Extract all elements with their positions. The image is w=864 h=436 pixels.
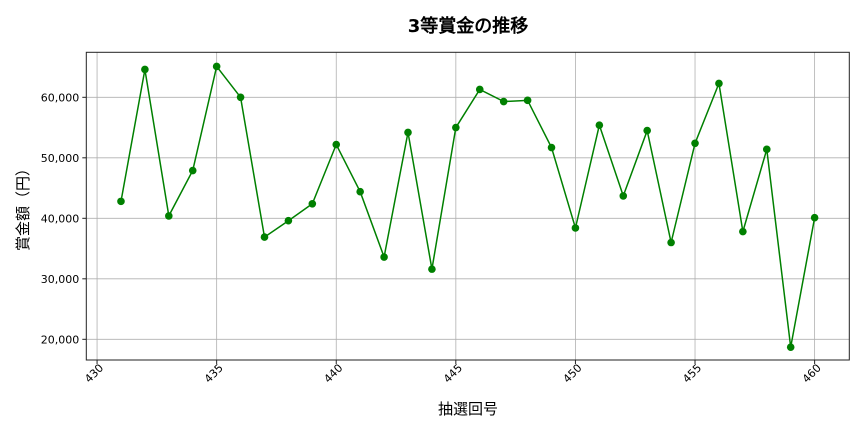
data-point (715, 79, 723, 88)
chart-title: 3等賞金の推移 (408, 15, 529, 37)
x-tick-label: 435 (202, 362, 226, 386)
data-point (810, 213, 819, 222)
data-point (595, 121, 604, 129)
data-point (691, 139, 699, 148)
data-point (284, 216, 293, 225)
y-tick-label: 30,000 (41, 273, 80, 286)
data-point (188, 166, 197, 175)
x-tick-label: 430 (82, 362, 106, 386)
series (117, 62, 819, 351)
y-tick-label: 40,000 (41, 212, 80, 225)
data-point (643, 126, 651, 135)
y-axis-label: 賞金額（円） (14, 161, 32, 251)
data-point (667, 238, 675, 247)
x-tick-label: 440 (321, 362, 345, 386)
x-axis: 430 435 440 445 450 455 460 (82, 360, 824, 386)
data-point (762, 145, 771, 154)
data-point (739, 227, 747, 236)
data-point (428, 265, 436, 273)
data-point (452, 123, 460, 132)
data-point (356, 187, 364, 196)
grid (86, 52, 850, 360)
x-tick-label: 455 (680, 362, 704, 386)
data-point (260, 233, 269, 241)
y-tick-label: 50,000 (41, 152, 80, 165)
data-point (786, 343, 795, 351)
data-point (308, 199, 317, 208)
data-point (475, 85, 484, 94)
plot-frame (85, 51, 850, 361)
data-point (236, 93, 245, 102)
x-tick-label: 460 (800, 362, 824, 386)
data-point (523, 96, 532, 105)
data-point (619, 192, 628, 200)
x-tick-label: 450 (561, 362, 585, 386)
data-point (571, 224, 580, 232)
series-line (120, 64, 816, 348)
y-axis: 20,000 30,000 40,000 50,000 60,000 (41, 91, 87, 346)
data-point (165, 212, 173, 220)
data-point (332, 140, 341, 149)
x-tick-label: 445 (441, 362, 465, 386)
x-axis-label: 抽選回号 (438, 400, 498, 418)
data-point (404, 128, 412, 137)
data-point (547, 143, 556, 152)
data-point (380, 253, 388, 261)
data-point (499, 97, 508, 106)
data-point (141, 65, 149, 74)
y-tick-label: 60,000 (41, 91, 80, 104)
y-tick-label: 20,000 (41, 333, 80, 346)
data-point (212, 62, 221, 71)
data-point (117, 197, 125, 206)
